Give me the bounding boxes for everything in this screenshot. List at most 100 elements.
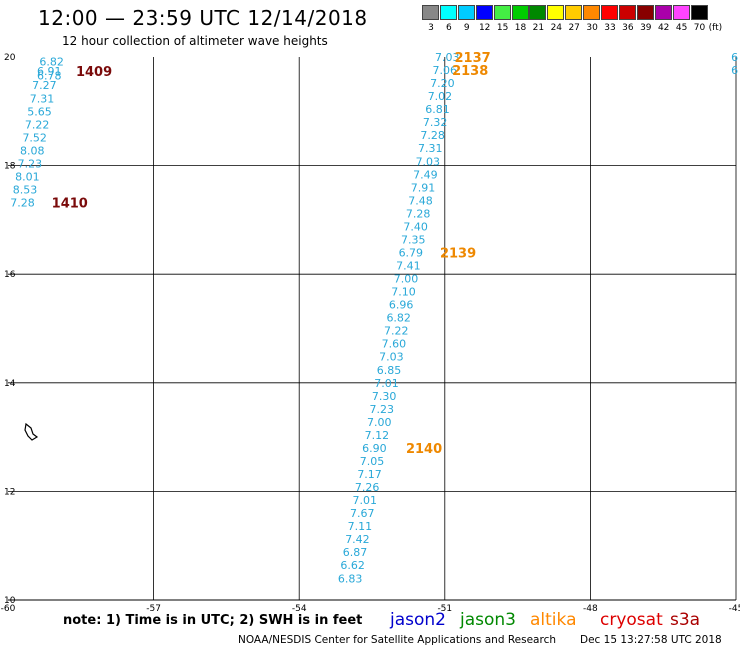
scale-label: 24 [550,23,563,33]
pass-number-label: 1410 [52,197,88,212]
satellite-legend-item: jason3 [460,610,516,630]
satellite-legend-item: jason2 [390,610,446,630]
wave-height-value: 7.32 [423,116,448,129]
pass-number-label: 1409 [76,65,112,80]
scale-swatch [475,5,493,20]
lat-tick-label: 16 [4,270,16,280]
wave-height-value: 6.96 [389,299,414,312]
wave-height-value: 7.23 [18,157,43,170]
scale-swatch [422,5,439,20]
wave-height-value: 7.03 [416,155,441,168]
scale-label: 21 [532,23,545,33]
wave-height-value: 7.22 [384,325,409,338]
lat-tick-label: 20 [4,53,16,63]
wave-height-values: 6.826.916.787.277.315.657.227.528.087.23… [10,51,738,585]
wave-height-value: 6.82 [386,312,411,325]
lon-tick-label: -57 [146,604,161,614]
lon-tick-label: -51 [437,604,452,614]
pass-number-label: 2138 [452,64,488,79]
wave-height-value: 6.87 [343,546,368,559]
wave-height-value: 7.28 [10,197,35,210]
wave-height-value: 7.12 [365,429,390,442]
wave-height-value: 6 [731,64,738,77]
lat-tick-label: 12 [4,487,15,497]
scale-unit: (ft) [708,23,723,33]
scale-swatch [690,5,708,20]
scale-label: 30 [586,23,598,33]
wave-height-value: 6.83 [338,572,363,585]
wave-height-value: 7.67 [350,507,375,520]
wave-height-value: 7.30 [372,390,397,403]
wave-height-value: 7.28 [420,129,445,142]
wave-height-value: 7.17 [357,468,382,481]
wave-height-value: 7.28 [406,207,431,220]
wave-height-value: 7.00 [394,273,419,286]
wave-height-value: 7.35 [401,233,426,246]
scale-swatch [511,5,529,20]
scale-label: 12 [478,23,491,33]
wave-height-value: 6.82 [39,55,64,68]
wave-height-value: 7.49 [413,168,438,181]
wave-height-value: 6.91 [37,65,62,78]
scale-label: 18 [514,23,527,33]
wave-height-value: 6.62 [340,559,365,572]
scale-swatch [672,5,690,20]
scale-swatch [547,5,565,20]
scale-label: 15 [496,23,509,33]
lon-tick-label: -60 [1,604,16,614]
scale-label: 6 [446,23,452,33]
wave-height-value: 7.40 [403,220,428,233]
wave-height-value: 7.41 [396,260,421,273]
scale-swatch [618,5,636,20]
map-title: 12:00 — 23:59 UTC 12/14/2018 [38,6,368,30]
scale-label: 33 [604,23,616,33]
island-outline [24,422,39,441]
scale-label: 45 [675,23,688,33]
wave-height-value: 7.48 [408,194,433,207]
wave-height-value: 7.42 [345,533,370,546]
scale-label: 70 [693,23,706,33]
wave-height-value: 6.81 [425,103,450,116]
wave-height-value: 7.01 [352,494,377,507]
lat-tick-label: 18 [4,162,16,172]
wave-height-value: 6.90 [362,442,387,455]
lon-tick-label: -54 [292,604,307,614]
scale-swatch [636,5,654,20]
lat-tick-label: 14 [4,379,16,389]
map-grid [8,57,737,601]
wave-height-value: 7.60 [382,338,407,351]
wave-height-value: 8.08 [20,144,45,157]
wave-height-value: 7.91 [411,181,436,194]
wave-height-value: 7.31 [30,92,55,105]
scale-swatch [493,5,511,20]
wave-height-value: 7.27 [32,79,57,92]
wave-height-value: 7.31 [418,142,443,155]
wave-height-value: 6 [731,51,738,64]
scale-swatch [565,5,583,20]
lon-tick-label: -45 [729,604,740,614]
wave-height-value: 7.00 [367,416,392,429]
satellite-legend-item: altika [530,610,577,630]
wave-height-value: 8.53 [13,183,38,196]
axis-ticks: -60 -57 -54 -51 -48 -45 20 18 16 14 12 10 [1,53,740,614]
satellite-legend-item: cryosat [600,610,663,630]
wave-height-value: 7.05 [360,455,385,468]
scale-swatch [654,5,672,20]
scale-swatch [439,5,457,20]
scale-label: 39 [640,23,652,33]
footer-note: note: 1) Time is in UTC; 2) SWH is in fe… [63,613,363,628]
wave-height-value: 7.22 [25,118,50,131]
scale-label: 27 [568,23,580,33]
generation-timestamp: Dec 15 13:27:58 UTC 2018 [580,634,722,646]
wave-height-value: 7.01 [374,377,399,390]
wave-height-value: 7.03 [435,51,460,64]
scale-label: 3 [428,23,434,33]
scale-label: 42 [657,23,670,33]
credit-line: NOAA/NESDIS Center for Satellite Applica… [238,634,556,646]
wave-height-value: 7.10 [391,286,416,299]
wave-height-value: 7.03 [379,351,404,364]
wave-height-value: 5.65 [27,105,52,118]
lon-tick-label: -48 [583,604,598,614]
